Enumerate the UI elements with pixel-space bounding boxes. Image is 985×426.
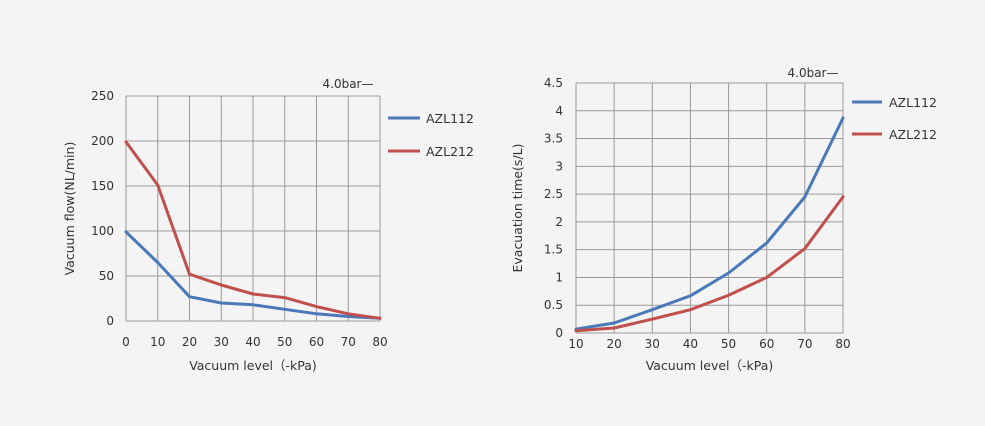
plot-area xyxy=(576,83,843,333)
y-tick-label: 200 xyxy=(91,134,114,148)
x-tick-label: 40 xyxy=(683,337,698,351)
x-axis-title: Vacuum level（-kPa) xyxy=(646,358,774,373)
y-axis-title: Vacuum flow(NL/min) xyxy=(62,142,77,276)
pressure-annotation: 4.0bar— xyxy=(788,66,839,80)
x-tick-label: 50 xyxy=(721,337,736,351)
x-tick-label: 30 xyxy=(645,337,660,351)
x-tick-label: 10 xyxy=(568,337,583,351)
y-tick-label: 4 xyxy=(555,104,563,118)
x-tick-label: 0 xyxy=(122,335,130,349)
y-tick-label: 0.5 xyxy=(544,298,563,312)
x-tick-label: 60 xyxy=(309,335,324,349)
series-line-azl112 xyxy=(124,230,382,320)
y-tick-label: 3 xyxy=(555,159,563,173)
legend-label: AZL112 xyxy=(426,111,474,126)
series-line-azl112 xyxy=(574,116,845,331)
x-tick-label: 80 xyxy=(835,337,850,351)
x-axis-title: Vacuum level（-kPa) xyxy=(189,358,317,373)
evacuation-time-chart: 10 20 30 40 50 60 70 80 0 0.5 1 1.5 2 2.5 3 3.5 4 4.5 Vacu… xyxy=(510,66,937,373)
x-tick-label: 20 xyxy=(182,335,197,349)
y-tick-label: 2.5 xyxy=(544,187,563,201)
y-tick-label: 1.5 xyxy=(544,243,563,257)
vacuum-flow-chart: 0 10 20 30 40 50 60 70 80 0 50 100 150 200 250 Vacuum l… xyxy=(62,77,474,373)
y-tick-label: 150 xyxy=(91,179,114,193)
legend-label: AZL212 xyxy=(889,127,937,142)
x-tick-label: 10 xyxy=(150,335,165,349)
y-tick-label: 50 xyxy=(99,269,114,283)
x-tick-label: 80 xyxy=(372,335,387,349)
y-tick-label: 2 xyxy=(555,215,563,229)
y-tick-label: 100 xyxy=(91,224,114,238)
series-line-azl212 xyxy=(124,140,382,320)
y-tick-label: 3.5 xyxy=(544,132,563,146)
legend-label: AZL212 xyxy=(426,144,474,159)
y-tick-label: 250 xyxy=(91,89,114,103)
y-axis-title: Evacuation time(s/L) xyxy=(510,143,525,272)
legend-label: AZL112 xyxy=(889,95,937,110)
x-tick-label: 60 xyxy=(759,337,774,351)
x-tick-label: 70 xyxy=(797,337,812,351)
x-tick-label: 70 xyxy=(341,335,356,349)
y-tick-label: 1 xyxy=(555,270,563,284)
x-tick-label: 40 xyxy=(245,335,260,349)
x-tick-label: 30 xyxy=(214,335,229,349)
y-tick-label: 0 xyxy=(555,326,563,340)
y-tick-label: 4.5 xyxy=(544,76,563,90)
pressure-annotation: 4.0bar— xyxy=(323,77,374,91)
x-tick-label: 20 xyxy=(607,337,622,351)
y-tick-label: 0 xyxy=(106,314,114,328)
x-tick-label: 50 xyxy=(277,335,292,349)
series-line-azl212 xyxy=(574,195,845,333)
